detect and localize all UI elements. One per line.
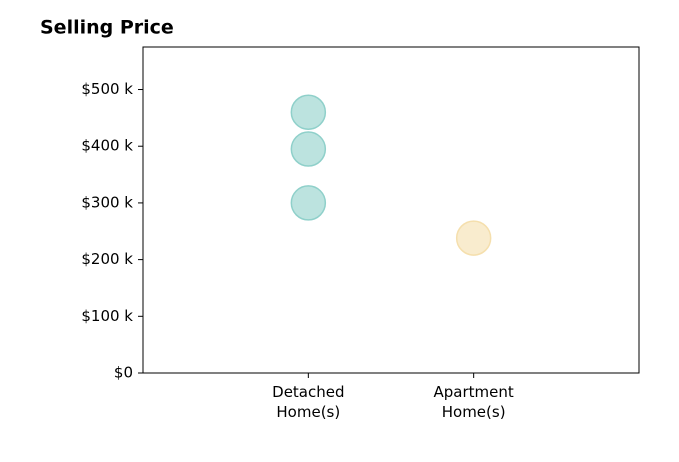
y-tick-label: $300 k bbox=[81, 193, 133, 211]
y-tick-label: $400 k bbox=[81, 137, 133, 155]
chart-title: Selling Price bbox=[40, 17, 174, 39]
point bbox=[290, 94, 327, 130]
point bbox=[290, 131, 327, 167]
y-tick-label: $0 bbox=[114, 364, 133, 382]
point bbox=[290, 185, 327, 221]
x-tick-label: Detached Home(s) bbox=[272, 383, 345, 421]
x-tick-label: Apartment Home(s) bbox=[433, 383, 514, 421]
point bbox=[455, 220, 492, 256]
plot-frame bbox=[142, 46, 640, 374]
y-tick-label: $500 k bbox=[81, 80, 133, 98]
y-tick-label: $200 k bbox=[81, 250, 133, 268]
y-tick-label: $100 k bbox=[81, 307, 133, 325]
